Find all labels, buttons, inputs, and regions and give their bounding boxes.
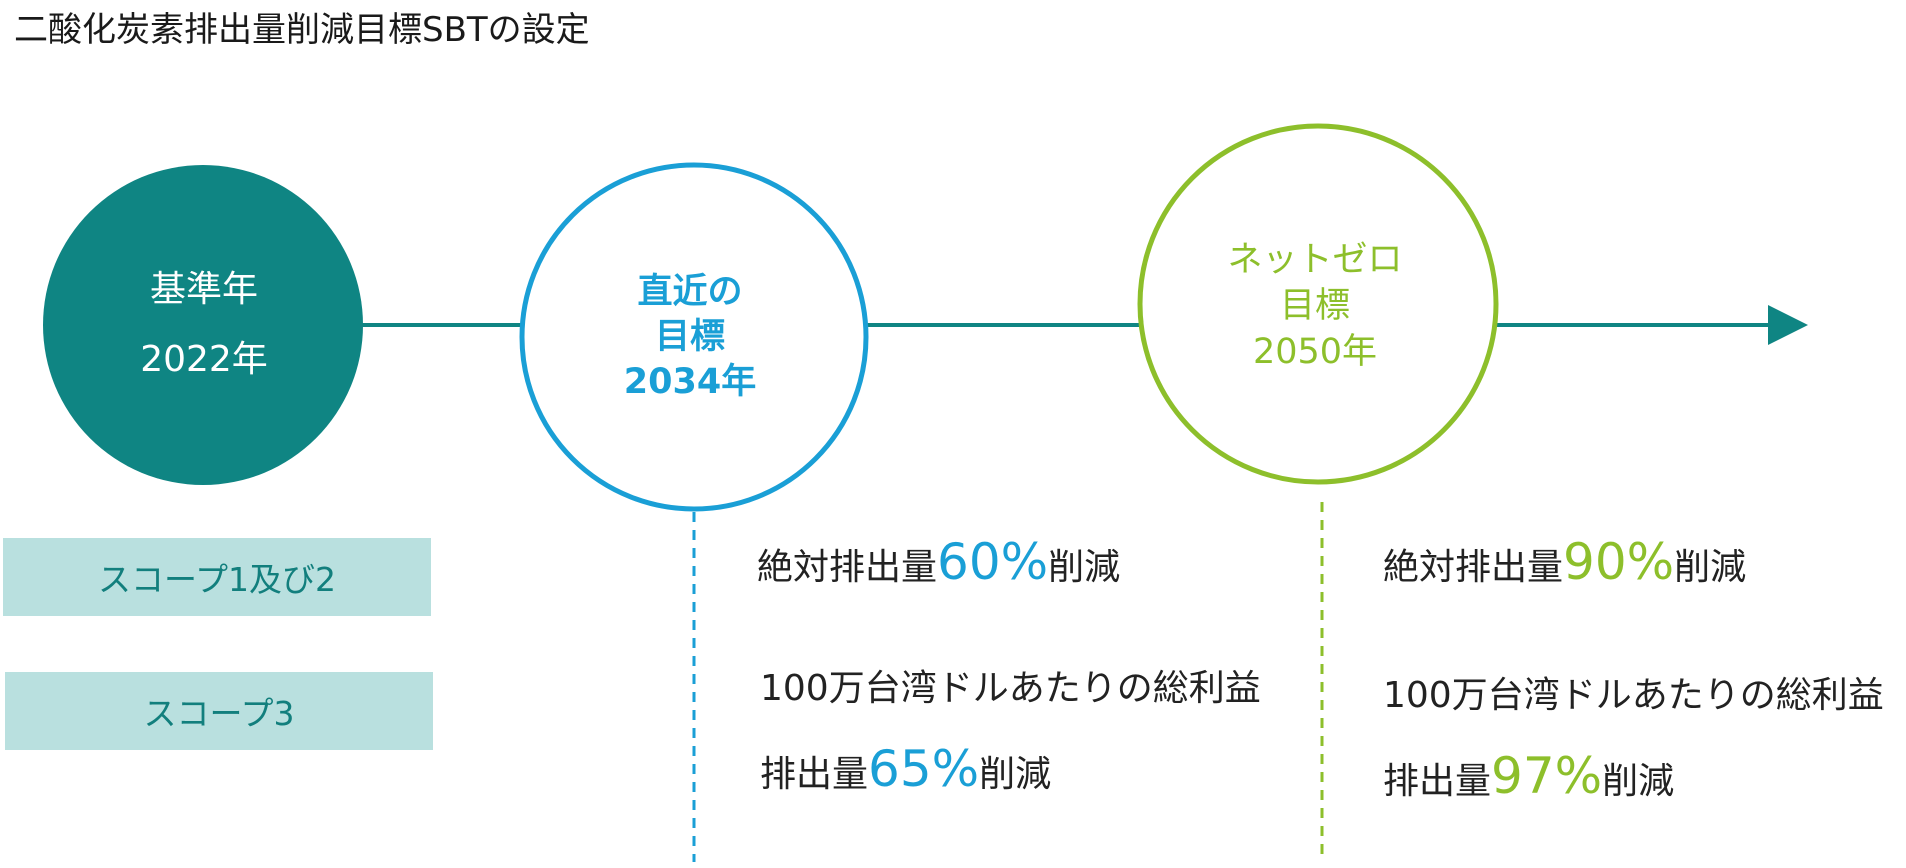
target-prefix: 排出量 <box>1383 761 1492 802</box>
target-suffix: 削減 <box>1048 547 1121 588</box>
net-zero-line1: ネットゼロ <box>1227 240 1403 280</box>
base-year-label: 基準年 2022年 <box>44 255 364 395</box>
base-year-line2: 2022年 <box>140 339 268 380</box>
target-percent: 65% <box>868 740 980 798</box>
near-term-absolute-target: 絶対排出量60%削減 <box>757 537 1121 592</box>
near-term-line1: 直近の <box>637 272 743 312</box>
near-term-label: 直近の 目標 2034年 <box>525 270 855 405</box>
scope-1-2-label: スコープ1及び2 <box>3 538 431 616</box>
net-zero-absolute-target: 絶対排出量90%削減 <box>1383 537 1747 592</box>
target-suffix: 削減 <box>1674 547 1747 588</box>
scope-3-label: スコープ3 <box>5 672 433 750</box>
target-suffix: 削減 <box>979 754 1052 795</box>
near-term-intensity-target: 排出量65%削減 <box>760 744 1052 799</box>
net-zero-line2: 目標 <box>1279 286 1350 326</box>
net-zero-line3: 2050年 <box>1252 332 1378 372</box>
target-percent: 90% <box>1563 533 1675 591</box>
near-term-line3: 2034年 <box>623 362 757 402</box>
target-prefix: 絶対排出量 <box>1383 547 1564 588</box>
net-zero-label: ネットゼロ 目標 2050年 <box>1140 237 1490 375</box>
target-percent: 60% <box>937 533 1049 591</box>
near-term-line2: 目標 <box>654 317 725 357</box>
target-prefix: 絶対排出量 <box>757 547 938 588</box>
base-year-line1: 基準年 <box>149 269 258 310</box>
base-year-circle <box>43 165 363 485</box>
near-term-intensity-line1: 100万台湾ドルあたりの総利益 <box>760 668 1261 709</box>
target-percent: 97% <box>1491 747 1603 805</box>
net-zero-intensity-line1: 100万台湾ドルあたりの総利益 <box>1383 675 1884 716</box>
net-zero-circle <box>1137 123 1499 485</box>
target-prefix: 排出量 <box>760 754 869 795</box>
page-title: 二酸化炭素排出量削減目標SBTの設定 <box>14 10 590 50</box>
net-zero-intensity-target: 排出量97%削減 <box>1383 751 1675 806</box>
near-term-circle <box>519 162 869 512</box>
target-suffix: 削減 <box>1602 761 1675 802</box>
